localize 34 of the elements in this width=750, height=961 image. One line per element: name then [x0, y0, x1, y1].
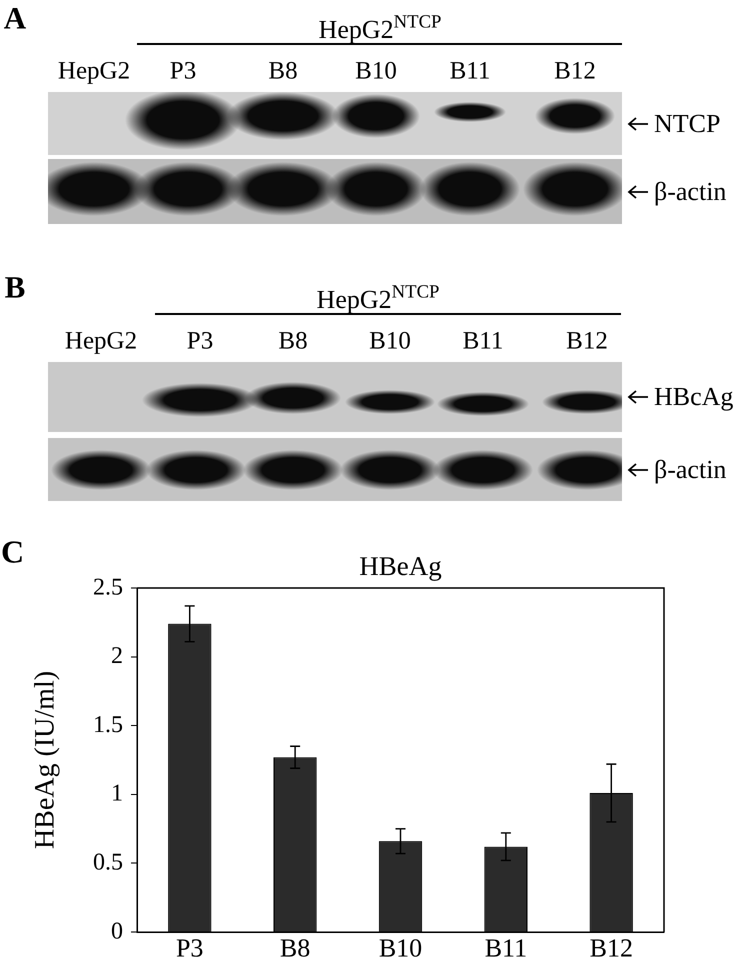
category-label: B10 [355, 58, 397, 84]
text: NTCP [654, 108, 720, 138]
x-tick-label: B12 [590, 933, 633, 961]
y-axis-title: HBeAg (IU/ml) [29, 670, 60, 850]
category-label: P3 [170, 58, 196, 84]
text: HepG2$^{NTCP}$ [318, 12, 442, 44]
category-label: B10 [369, 328, 411, 354]
text: B [4, 270, 26, 304]
chart-title: HBeAg [359, 551, 442, 582]
category-label: B12 [566, 328, 608, 354]
category-label: HepG2 [58, 58, 130, 84]
y-tick-label: 1.5 [93, 712, 123, 738]
x-tick-label: B11 [484, 933, 528, 961]
x-tick-label: P3 [176, 933, 204, 961]
text: HBcAg [654, 382, 734, 411]
text: HepG2$^{NTCP}$ [316, 282, 440, 314]
y-tick-label: 1 [111, 780, 123, 807]
category-label: B12 [554, 58, 596, 84]
text: β-actin [654, 176, 726, 206]
x-tick-label: B8 [280, 933, 310, 961]
category-label: B11 [450, 58, 490, 84]
text: C [1, 533, 24, 570]
category-label: B8 [278, 328, 308, 354]
category-label: B11 [462, 328, 504, 354]
y-tick-label: 0 [111, 918, 123, 944]
category-label: HepG2 [64, 328, 138, 354]
text: β-actin [654, 454, 726, 484]
y-tick-label: 2 [111, 643, 123, 670]
x-tick-label: B10 [378, 933, 422, 961]
y-tick-label: 0.5 [93, 849, 123, 876]
category-label: B8 [268, 58, 298, 84]
text: A [4, 0, 26, 36]
category-label: P3 [186, 328, 214, 354]
y-tick-label: 2.5 [93, 574, 123, 600]
